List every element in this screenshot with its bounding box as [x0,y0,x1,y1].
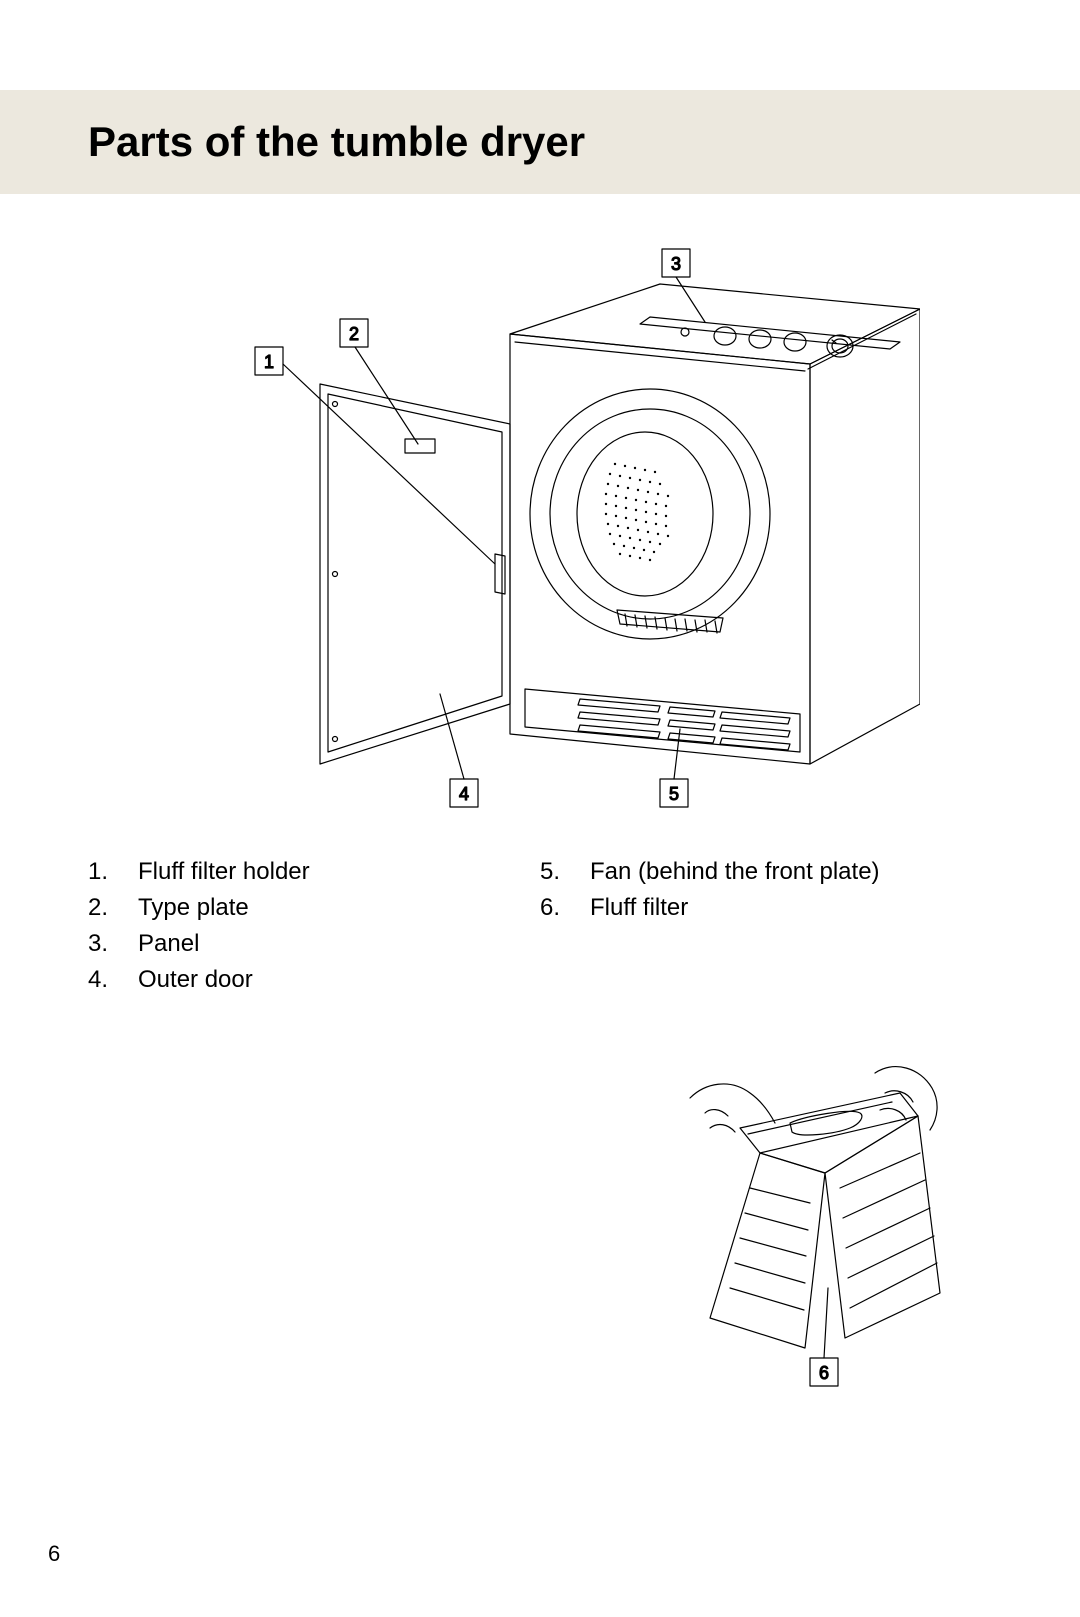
part-num: 6. [540,890,560,926]
part-label: Outer door [138,962,310,998]
callout-3: 3 [671,254,681,274]
page-number: 6 [48,1541,60,1567]
fluff-filter-detail-diagram: 6 [650,1038,970,1398]
part-num: 2. [88,890,108,926]
part-label: Type plate [138,890,310,926]
callout-4: 4 [459,784,469,804]
part-label: Fluff filter holder [138,854,310,890]
title-banner: Parts of the tumble dryer [0,90,1080,194]
part-num: 3. [88,926,108,962]
callout-2: 2 [349,324,359,344]
part-label: Fan (behind the front plate) [590,854,880,890]
callout-5: 5 [669,784,679,804]
parts-lists: 1. 2. 3. 4. Fluff filter holder Type pla… [88,854,992,998]
callout-6: 6 [819,1363,829,1383]
parts-list-left: 1. 2. 3. 4. Fluff filter holder Type pla… [88,854,540,998]
page-title: Parts of the tumble dryer [88,118,1080,166]
parts-list-right: 5. 6. Fan (behind the front plate) Fluff… [540,854,992,998]
part-label: Fluff filter [590,890,880,926]
part-num: 1. [88,854,108,890]
part-label: Panel [138,926,310,962]
part-num: 4. [88,962,108,998]
part-num: 5. [540,854,560,890]
callout-1: 1 [264,352,274,372]
dryer-main-diagram: 1 2 3 4 5 [160,234,920,814]
